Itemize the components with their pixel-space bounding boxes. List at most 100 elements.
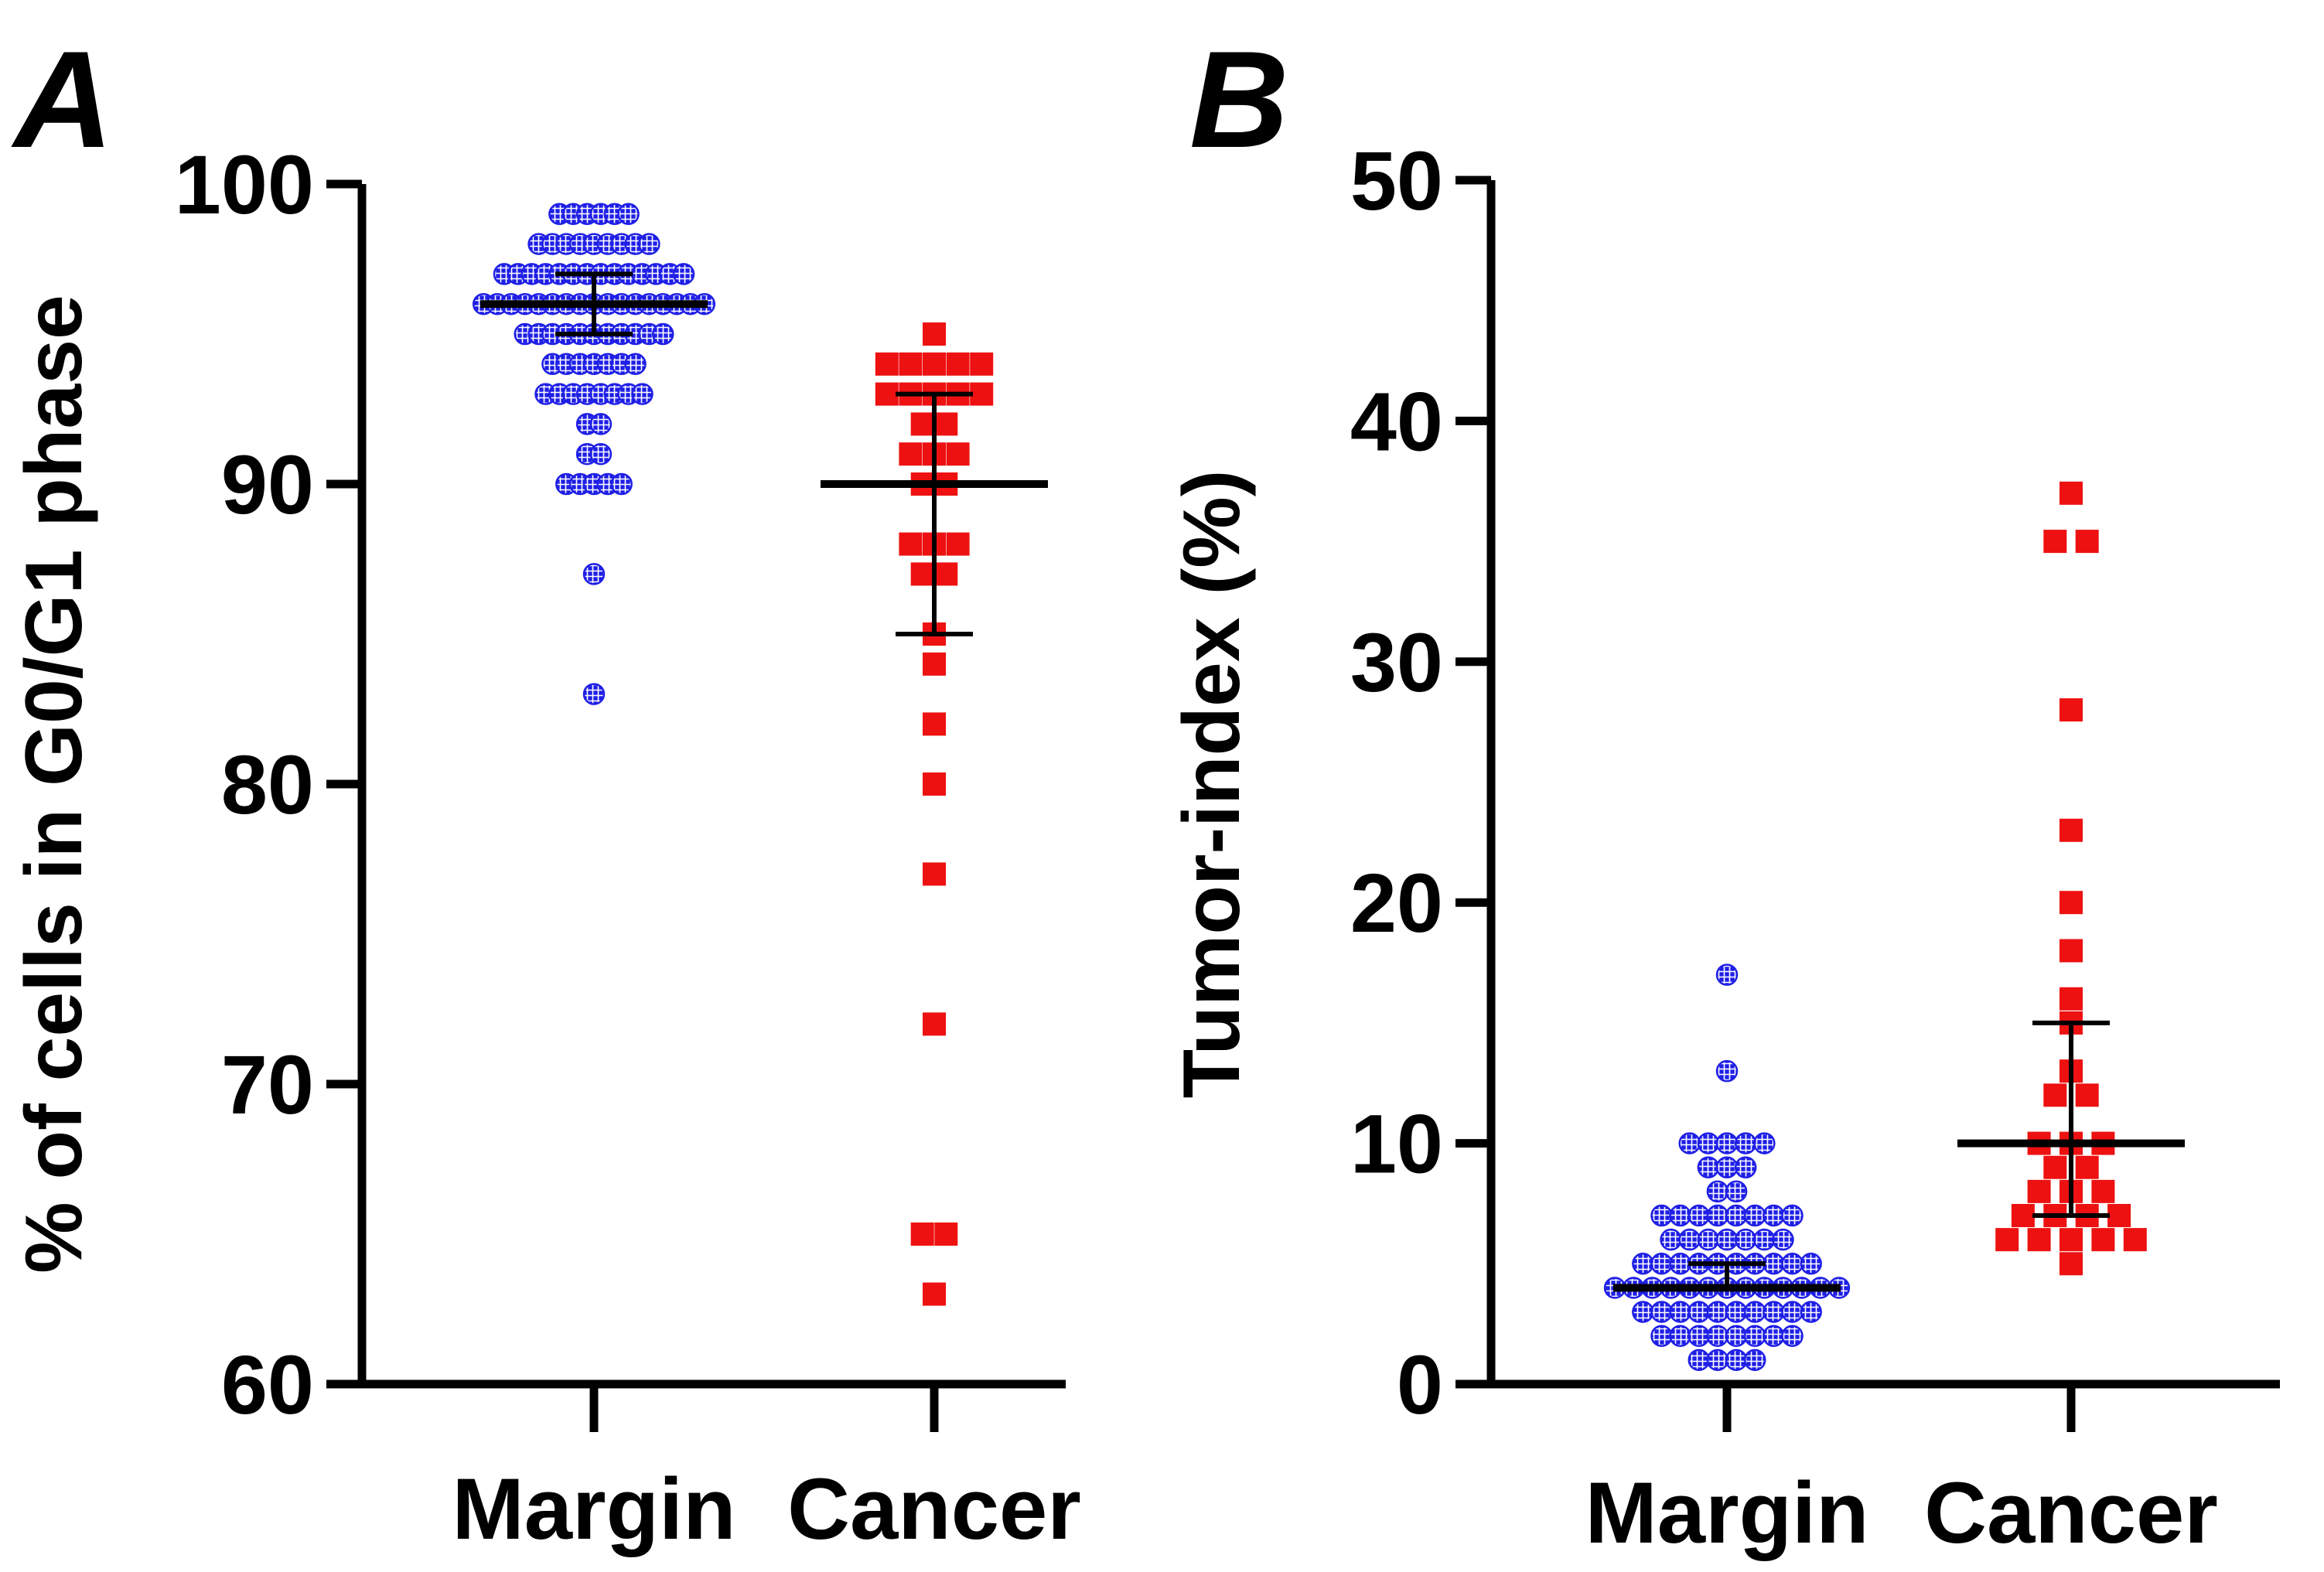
y-tick-label: 100 (175, 138, 314, 231)
data-point-cancer (2060, 987, 2083, 1011)
data-point-cancer (899, 442, 923, 466)
category-label-cancer: Cancer (787, 1461, 1081, 1557)
data-point-cancer (946, 532, 970, 556)
y-tick-label: 60 (221, 1338, 314, 1431)
panel-b-points (1603, 481, 2147, 1372)
data-point-margin (1669, 1253, 1691, 1275)
data-point-cancer (899, 532, 923, 556)
data-point-margin (1706, 1204, 1729, 1227)
data-point-margin (1706, 1301, 1729, 1323)
data-point-margin (1725, 1180, 1748, 1203)
panel-a-y-ticks: 60 70 80 90 100 (175, 138, 362, 1431)
data-point-margin (652, 322, 674, 346)
data-point-margin (610, 472, 633, 496)
data-point-cancer (910, 562, 934, 586)
data-point-cancer (2060, 939, 2083, 963)
data-point-cancer (2060, 818, 2083, 842)
data-point-margin (1669, 1204, 1691, 1227)
data-point-margin (1632, 1253, 1654, 1275)
panel-a-y-axis-title: % of cells in G0/G1 phase (9, 295, 99, 1274)
data-point-margin (1715, 1132, 1739, 1154)
data-point-margin (1669, 1301, 1691, 1323)
data-point-cancer (2060, 1228, 2083, 1252)
data-point-margin (1743, 1349, 1766, 1372)
data-point-margin (1800, 1301, 1822, 1323)
data-point-margin (1734, 1132, 1757, 1154)
data-point-margin (1725, 1301, 1748, 1323)
category-label-cancer: Cancer (1924, 1465, 2218, 1561)
data-point-cancer (923, 322, 946, 346)
y-tick-label: 20 (1350, 856, 1443, 950)
data-point-margin (1650, 1325, 1673, 1347)
data-point-cancer (2060, 891, 2083, 915)
data-point-cancer (2107, 1204, 2131, 1228)
data-point-cancer (2091, 1228, 2115, 1252)
data-point-cancer (2060, 1252, 2083, 1276)
data-point-cancer (923, 652, 946, 676)
data-point-margin (1688, 1325, 1711, 1347)
data-point-cancer (910, 412, 934, 436)
data-point-cancer (970, 352, 994, 376)
panel-a-letter: A (11, 22, 114, 176)
panel-b-y-ticks: 0 10 20 30 40 50 (1350, 134, 1491, 1431)
data-point-margin (1650, 1204, 1673, 1227)
data-point-cancer (2123, 1228, 2147, 1252)
data-point-cancer (934, 562, 958, 586)
data-point-cancer (934, 412, 958, 436)
data-point-margin (1697, 1228, 1720, 1251)
panel-a-points (472, 203, 994, 1306)
data-point-margin (624, 353, 647, 376)
data-point-margin (1715, 963, 1739, 986)
data-point-margin (1715, 1059, 1739, 1083)
panel-b-summary-bars (1613, 1020, 2185, 1292)
data-point-cancer (923, 1282, 946, 1306)
data-point-cancer (2027, 1228, 2051, 1252)
data-point-margin (1678, 1132, 1701, 1154)
y-tick-label: 90 (221, 438, 314, 531)
data-point-margin (1743, 1325, 1766, 1347)
data-point-margin (1763, 1325, 1785, 1347)
data-point-margin (638, 233, 660, 255)
data-point-margin (1763, 1253, 1785, 1275)
data-point-margin (1660, 1228, 1682, 1251)
data-point-margin (1781, 1325, 1804, 1347)
data-point-cancer (923, 772, 946, 796)
data-point-margin (1753, 1228, 1776, 1251)
data-point-margin (1772, 1228, 1794, 1251)
data-point-margin (1678, 1228, 1701, 1251)
data-point-margin (1697, 1132, 1720, 1154)
y-tick-label: 70 (221, 1038, 314, 1131)
panel-a-summary-bars (480, 271, 1048, 636)
data-point-cancer (2075, 530, 2099, 554)
y-tick-label: 50 (1350, 134, 1443, 227)
data-point-cancer (2043, 530, 2067, 554)
category-label-margin: Margin (1585, 1465, 1868, 1561)
data-point-margin (1688, 1349, 1711, 1372)
data-point-margin (1781, 1301, 1804, 1323)
data-point-margin (1743, 1204, 1766, 1227)
data-point-margin (589, 413, 613, 435)
data-point-margin (1706, 1349, 1729, 1372)
data-point-cancer (934, 1222, 958, 1246)
data-point-margin (1697, 1156, 1720, 1178)
data-point-cancer (923, 712, 946, 736)
data-point-cancer (2011, 1204, 2035, 1228)
data-point-margin (1763, 1204, 1785, 1227)
data-point-margin (1734, 1156, 1757, 1178)
data-point-cancer (970, 382, 994, 406)
data-point-margin (582, 563, 606, 585)
data-point-cancer (875, 382, 899, 406)
data-point-cancer (2043, 1155, 2067, 1179)
data-point-margin (1632, 1301, 1654, 1323)
data-point-margin (1688, 1301, 1711, 1323)
data-point-cancer (2060, 698, 2083, 722)
data-point-margin (1650, 1301, 1673, 1323)
data-point-cancer (946, 442, 970, 466)
data-point-margin (582, 683, 606, 705)
data-point-cancer (2091, 1179, 2115, 1203)
data-point-margin (1725, 1325, 1748, 1347)
data-point-margin (1706, 1180, 1729, 1203)
data-point-margin (1725, 1349, 1748, 1372)
data-point-cancer (2060, 481, 2083, 505)
